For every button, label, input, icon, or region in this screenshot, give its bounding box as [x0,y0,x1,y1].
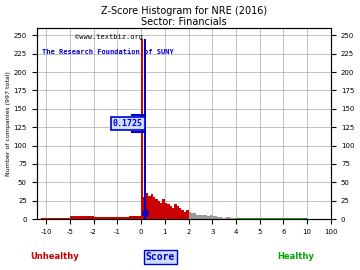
Bar [217,217,222,219]
Bar [150,194,153,219]
Bar [207,216,210,219]
Bar [148,195,150,219]
Bar [260,218,271,219]
Bar [170,206,172,219]
Bar [117,217,129,219]
Y-axis label: Number of companies (997 total): Number of companies (997 total) [5,71,10,176]
Text: Healthy: Healthy [278,252,314,261]
Bar [189,212,191,219]
Bar [198,215,201,219]
Bar [236,218,248,219]
Bar [210,215,212,219]
Bar [231,218,236,219]
Bar [181,210,184,219]
Bar [201,215,203,219]
Text: 0.1725: 0.1725 [113,119,143,128]
Bar [162,198,165,219]
Bar [174,204,177,219]
Text: Unhealthy: Unhealthy [30,252,78,261]
Bar [144,39,146,219]
Bar [212,216,217,219]
Bar [167,204,170,219]
Bar [153,197,155,219]
Bar [155,198,158,219]
Bar [46,218,70,219]
Bar [129,216,141,219]
Bar [177,206,179,219]
Bar [283,218,307,219]
Bar [146,193,148,219]
Title: Z-Score Histogram for NRE (2016)
Sector: Financials: Z-Score Histogram for NRE (2016) Sector:… [101,6,267,27]
Bar [248,218,260,219]
Bar [186,210,189,219]
Bar [179,208,181,219]
Bar [226,217,231,219]
Bar [41,218,46,219]
Bar [191,213,193,219]
Bar [193,213,195,219]
Text: Score: Score [146,252,175,262]
Bar [172,208,174,219]
Bar [195,215,198,219]
Bar [160,203,162,219]
Bar [184,212,186,219]
Bar [271,218,283,219]
Bar [165,203,167,219]
Bar [94,217,117,219]
Text: ©www.textbiz.org: ©www.textbiz.org [75,34,143,40]
Bar [70,216,94,219]
Bar [141,39,143,219]
Bar [143,197,146,219]
Bar [222,218,226,219]
Bar [203,215,205,219]
Bar [205,215,207,219]
Bar [158,201,160,219]
Text: The Research Foundation of SUNY: The Research Foundation of SUNY [42,49,174,55]
